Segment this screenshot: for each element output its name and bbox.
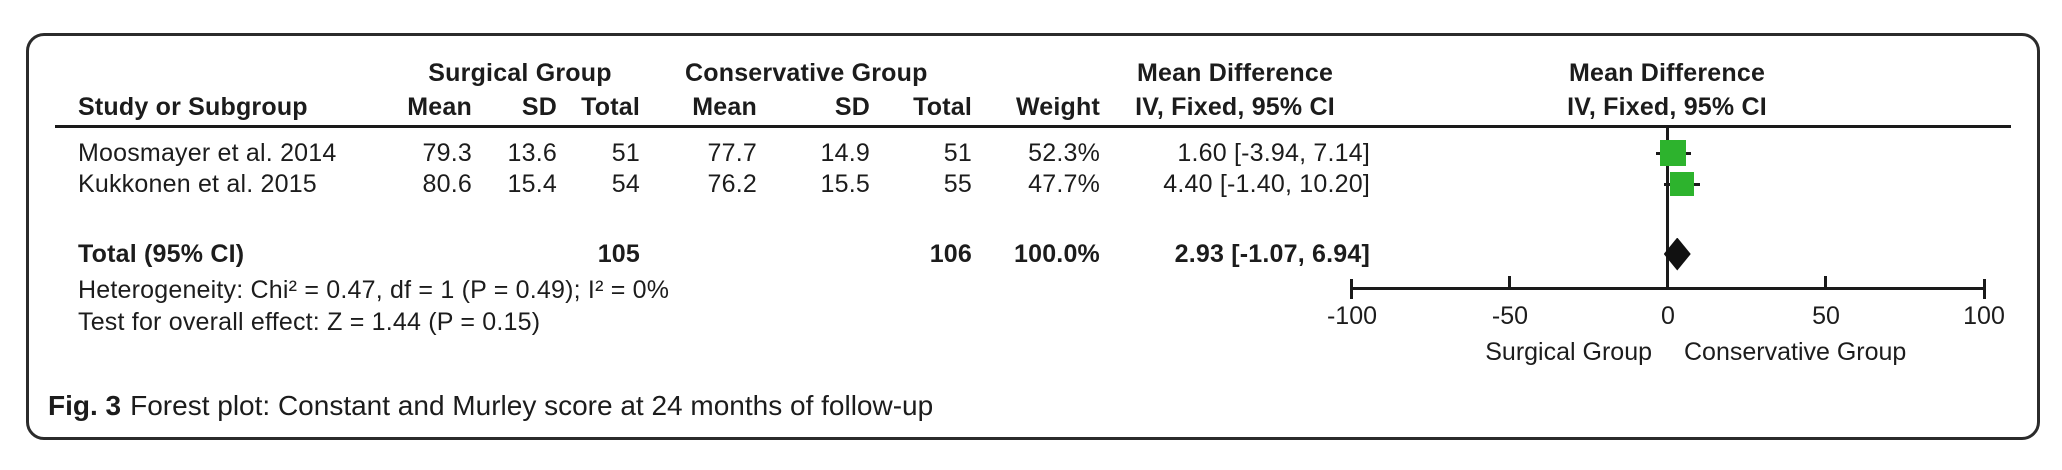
total-label: Total (95% CI) bbox=[78, 240, 245, 268]
cons-mean: 77.7 bbox=[707, 139, 757, 167]
axis-tick bbox=[1350, 279, 1353, 299]
col-header-study: Study or Subgroup bbox=[78, 93, 308, 121]
surg-total: 51 bbox=[611, 139, 640, 167]
axis-tick bbox=[1983, 279, 1986, 299]
axis-tick bbox=[1508, 276, 1511, 290]
total-weight: 100.0% bbox=[1014, 240, 1100, 268]
group-header-mean-difference: Mean Difference bbox=[1136, 59, 1334, 87]
col-header-ci: IV, Fixed, 95% CI bbox=[1135, 93, 1335, 121]
figure-caption-label: Fig. 3 bbox=[48, 390, 122, 421]
col-header-sd-surg: SD bbox=[521, 93, 557, 121]
overall-effect-text: Test for overall effect: Z = 1.44 (P = 0… bbox=[78, 308, 541, 336]
axis-tick-label: 50 bbox=[1812, 302, 1840, 330]
surg-total: 54 bbox=[611, 170, 640, 198]
col-header-mean-cons: Mean bbox=[692, 93, 757, 121]
axis-label-surgical: Surgical Group bbox=[1485, 338, 1652, 366]
figure-caption: Fig. 3 Forest plot: Constant and Murley s… bbox=[48, 388, 933, 424]
col-header-sd-cons: SD bbox=[834, 93, 870, 121]
cons-total: 55 bbox=[943, 170, 972, 198]
weight-value: 52.3% bbox=[1028, 139, 1100, 167]
ci-text: 1.60 [-3.94, 7.14] bbox=[1177, 139, 1370, 167]
axis-tick-label: 0 bbox=[1661, 302, 1675, 330]
figure-border-panel bbox=[26, 33, 2040, 440]
surg-sd: 15.4 bbox=[507, 170, 557, 198]
cons-sd: 15.5 bbox=[820, 170, 870, 198]
col-header-mean-surg: Mean bbox=[407, 93, 472, 121]
total-ci-text: 2.93 [-1.07, 6.94] bbox=[1174, 240, 1370, 268]
axis-tick-label: -50 bbox=[1491, 302, 1529, 330]
col-header-total-surg: Total bbox=[581, 93, 640, 121]
total-surg-n: 105 bbox=[597, 240, 640, 268]
study-name: Moosmayer et al. 2014 bbox=[78, 139, 337, 167]
cons-total: 51 bbox=[943, 139, 972, 167]
surg-sd: 13.6 bbox=[507, 139, 557, 167]
axis-label-conservative: Conservative Group bbox=[1684, 338, 1907, 366]
cons-sd: 14.9 bbox=[820, 139, 870, 167]
zero-line bbox=[1666, 128, 1669, 288]
total-cons-n: 106 bbox=[929, 240, 972, 268]
group-header-surgical: Surgical Group bbox=[428, 59, 612, 87]
col-header-weight: Weight bbox=[1015, 93, 1100, 121]
weight-value: 47.7% bbox=[1028, 170, 1100, 198]
figure-caption-text: Forest plot: Constant and Murley score a… bbox=[130, 390, 934, 421]
plot-header-mean-difference: Mean Difference bbox=[1568, 59, 1766, 87]
cons-mean: 76.2 bbox=[707, 170, 757, 198]
surg-mean: 79.3 bbox=[422, 139, 472, 167]
heterogeneity-text: Heterogeneity: Chi² = 0.47, df = 1 (P = … bbox=[78, 276, 670, 304]
plot-header-ci: IV, Fixed, 95% CI bbox=[1567, 93, 1767, 121]
group-header-conservative: Conservative Group bbox=[685, 59, 928, 87]
axis-tick-label: -100 bbox=[1326, 302, 1378, 330]
study-name: Kukkonen et al. 2015 bbox=[78, 170, 317, 198]
axis-tick bbox=[1666, 276, 1669, 290]
col-header-total-cons: Total bbox=[913, 93, 972, 121]
header-underline bbox=[55, 125, 2011, 128]
axis-tick-label: 100 bbox=[1963, 302, 2005, 330]
ci-text: 4.40 [-1.40, 10.20] bbox=[1163, 170, 1370, 198]
surg-mean: 80.6 bbox=[422, 170, 472, 198]
axis-tick bbox=[1824, 276, 1827, 290]
